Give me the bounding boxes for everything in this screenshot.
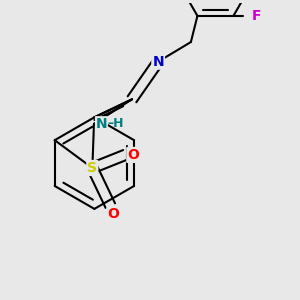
Text: O: O [108,207,119,221]
Text: O: O [127,148,139,162]
Text: –H: –H [108,117,124,130]
Text: F: F [252,9,261,23]
Text: N: N [152,55,164,69]
Text: N: N [96,117,107,131]
Text: S: S [87,161,97,175]
